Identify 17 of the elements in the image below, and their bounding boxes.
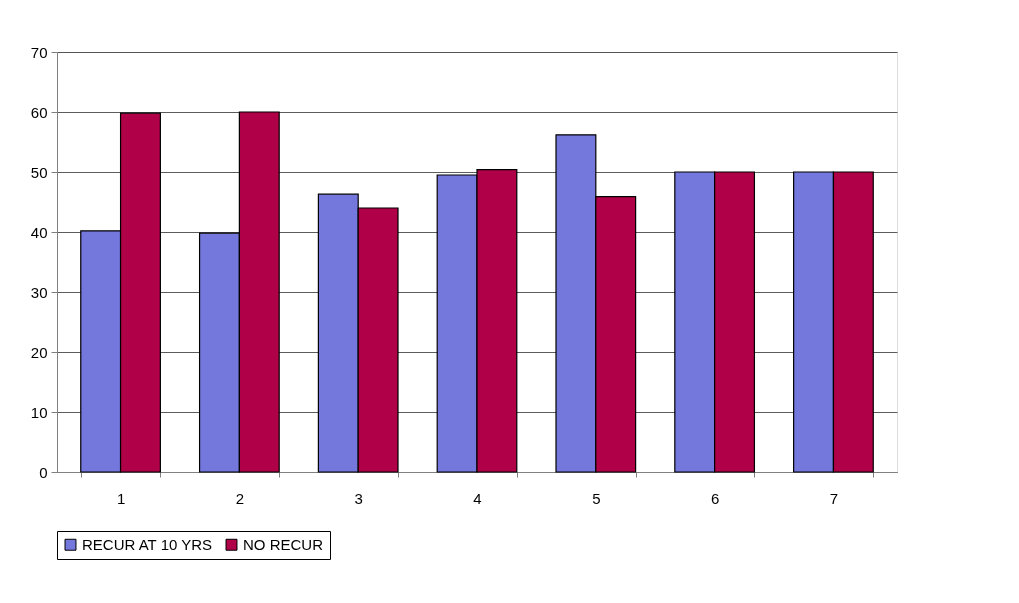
x-tick-label: 3 bbox=[354, 489, 363, 507]
y-tick-label: 50 bbox=[30, 163, 48, 181]
y-tick-label: 70 bbox=[30, 43, 48, 61]
x-tick-label: 4 bbox=[473, 489, 482, 507]
y-tick-label: 60 bbox=[30, 103, 48, 121]
legend-label: NO RECUR bbox=[243, 535, 324, 553]
x-tick-label: 5 bbox=[592, 489, 601, 507]
x-tick-label: 1 bbox=[116, 489, 126, 507]
y-tick-label: 20 bbox=[30, 343, 48, 361]
x-tick-label: 7 bbox=[829, 489, 839, 507]
x-tick-label: 2 bbox=[235, 489, 245, 507]
x-tick-label: 6 bbox=[710, 489, 720, 507]
y-tick-label: 0 bbox=[39, 463, 48, 481]
legend-label: RECUR AT 10 YRS bbox=[82, 535, 213, 553]
y-tick-label: 40 bbox=[30, 223, 48, 241]
y-tick-label: 30 bbox=[30, 283, 48, 301]
y-tick-label: 10 bbox=[30, 403, 48, 421]
